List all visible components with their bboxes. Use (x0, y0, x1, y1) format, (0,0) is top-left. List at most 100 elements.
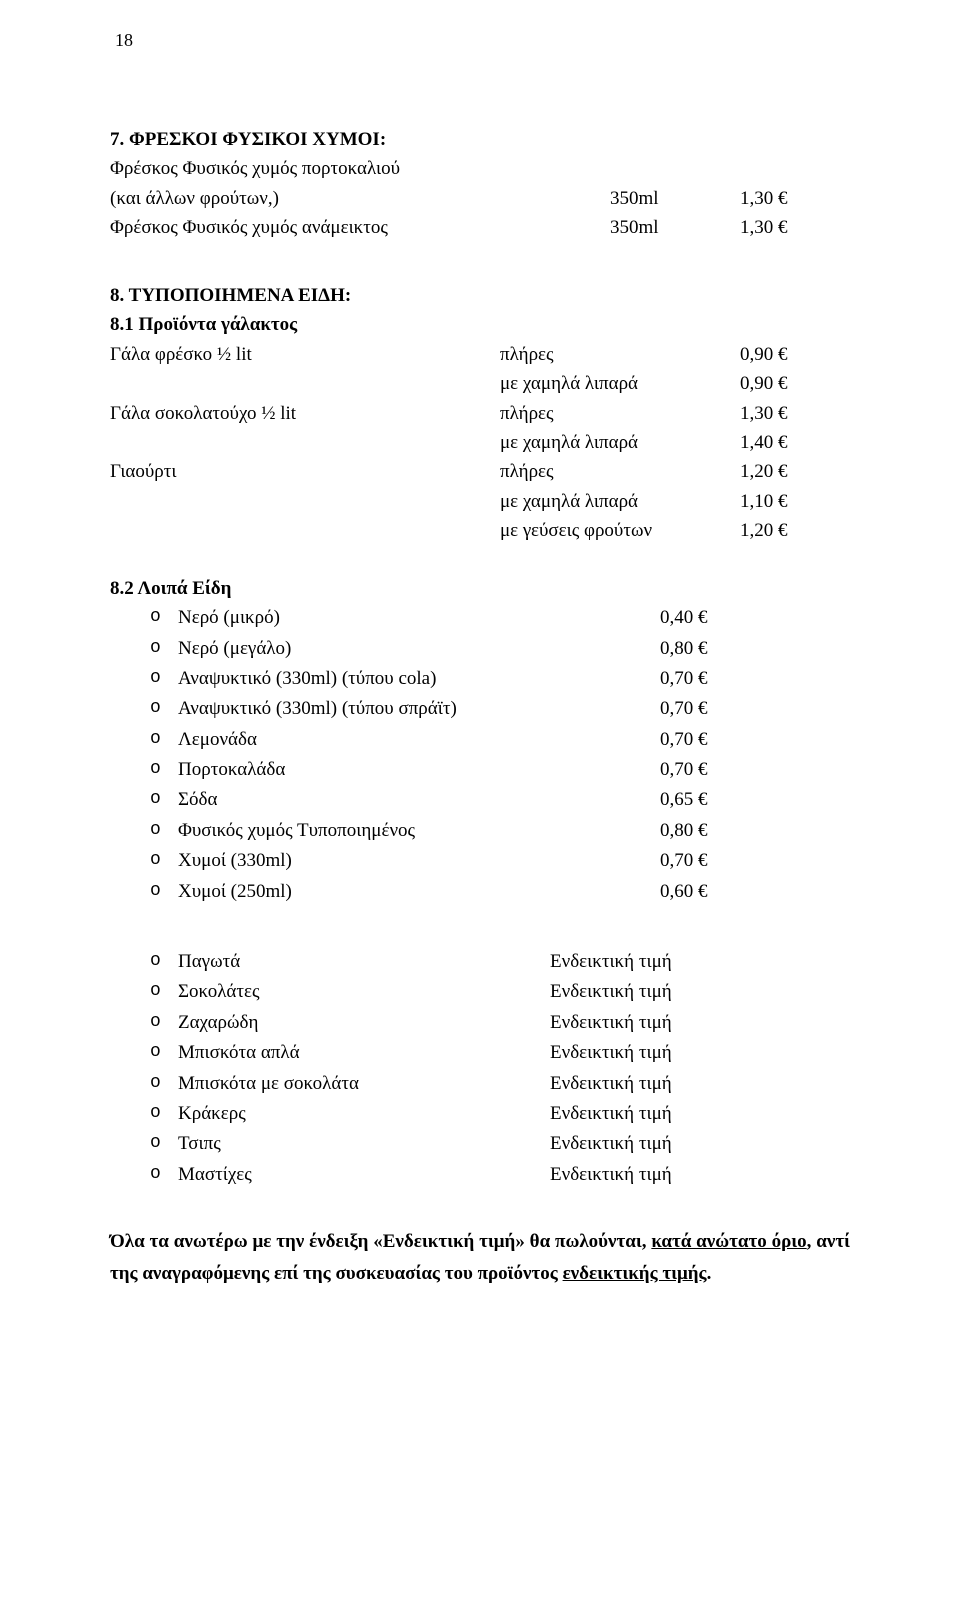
row-juice-orange: (και άλλων φρούτων,) 350ml 1,30 € (110, 184, 850, 213)
milk-fresh-full-price: 0,90 € (740, 340, 850, 369)
item-indicative-label: Ενδεικτική τιμή (550, 947, 850, 977)
list-item: ΖαχαρώδηΕνδεικτική τιμή (150, 1008, 850, 1038)
item-label: Τσιπς (178, 1129, 550, 1159)
section-8-title: 8. ΤΥΠΟΠΟΙΗΜΕΝΑ ΕΙΔΗ: (110, 281, 850, 310)
page-number: 18 (115, 30, 133, 51)
item-label: Πορτοκαλάδα (178, 755, 660, 785)
item-label: Ζαχαρώδη (178, 1008, 550, 1038)
list-item: Πορτοκαλάδα0,70 € (150, 755, 850, 785)
list-item: ΚράκερςΕνδεικτική τιμή (150, 1099, 850, 1129)
list-item: Χυμοί (250ml)0,60 € (150, 877, 850, 907)
item-price: 0,70 € (660, 846, 850, 876)
para-t4: ενδεικτικής τιμής (563, 1263, 707, 1284)
item-indicative-label: Ενδεικτική τιμή (550, 1038, 850, 1068)
list-item: Μπισκότα με σοκολάταΕνδεικτική τιμή (150, 1069, 850, 1099)
item-label: Χυμοί (330ml) (178, 846, 660, 876)
item-label: Νερό (μικρό) (178, 603, 660, 633)
juice-orange-size: 350ml (610, 184, 740, 213)
para-t5: . (707, 1263, 712, 1284)
row-milk-fresh-full: Γάλα φρέσκο ½ lit πλήρες 0,90 € (110, 340, 850, 369)
page-content: 7. ΦΡΕΣΚΟΙ ΦΥΣΙΚΟΙ ΧΥΜΟΙ: Φρέσκος Φυσικό… (110, 125, 850, 1291)
item-price: 0,70 € (660, 725, 850, 755)
item-label: Νερό (μεγάλο) (178, 634, 660, 664)
milk-choco-low: με χαμηλά λιπαρά (500, 428, 740, 457)
milk-choco-low-price: 1,40 € (740, 428, 850, 457)
milk-choco-label: Γάλα σοκολατούχο ½ lit (110, 399, 500, 428)
other-items-list: Νερό (μικρό)0,40 €Νερό (μεγάλο)0,80 €Ανα… (110, 603, 850, 907)
row-milk-choco-low: με χαμηλά λιπαρά 1,40 € (110, 428, 850, 457)
item-label: Κράκερς (178, 1099, 550, 1129)
bottom-paragraph: Όλα τα ανωτέρω με την ένδειξη «Ενδεικτικ… (110, 1226, 850, 1291)
row-yogurt-full: Γιαούρτι πλήρες 1,20 € (110, 457, 850, 486)
section-82-title: 8.2 Λοιπά Είδη (110, 574, 850, 603)
list-item: Φυσικός χυμός Τυποποιημένος0,80 € (150, 816, 850, 846)
item-label: Μπισκότα απλά (178, 1038, 550, 1068)
juice-orange-note: (και άλλων φρούτων,) (110, 184, 610, 213)
section-81-title: 8.1 Προϊόντα γάλακτος (110, 310, 850, 339)
item-label: Σόδα (178, 785, 660, 815)
item-label: Σοκολάτες (178, 977, 550, 1007)
yogurt-fruit-price: 1,20 € (740, 516, 850, 545)
item-indicative-label: Ενδεικτική τιμή (550, 1069, 850, 1099)
row-milk-choco-full: Γάλα σοκολατούχο ½ lit πλήρες 1,30 € (110, 399, 850, 428)
list-item: Χυμοί (330ml)0,70 € (150, 846, 850, 876)
item-label: Μπισκότα με σοκολάτα (178, 1069, 550, 1099)
page: 18 7. ΦΡΕΣΚΟΙ ΦΥΣΙΚΟΙ ΧΥΜΟΙ: Φρέσκος Φυσ… (0, 0, 960, 1619)
item-price: 0,80 € (660, 816, 850, 846)
row-milk-fresh-low: με χαμηλά λιπαρά 0,90 € (110, 369, 850, 398)
item-label: Φυσικός χυμός Τυποποιημένος (178, 816, 660, 846)
item-price: 0,70 € (660, 664, 850, 694)
milk-fresh-full: πλήρες (500, 340, 740, 369)
yogurt-label: Γιαούρτι (110, 457, 500, 486)
item-label: Αναψυκτικό (330ml) (τύπου cola) (178, 664, 660, 694)
item-price: 0,80 € (660, 634, 850, 664)
milk-fresh-label: Γάλα φρέσκο ½ lit (110, 340, 500, 369)
item-label: Χυμοί (250ml) (178, 877, 660, 907)
item-indicative-label: Ενδεικτική τιμή (550, 977, 850, 1007)
item-indicative-label: Ενδεικτική τιμή (550, 1099, 850, 1129)
list-item: Νερό (μικρό)0,40 € (150, 603, 850, 633)
list-item: Νερό (μεγάλο)0,80 € (150, 634, 850, 664)
list-item: ΜαστίχεςΕνδεικτική τιμή (150, 1160, 850, 1190)
item-indicative-label: Ενδεικτική τιμή (550, 1008, 850, 1038)
yogurt-low: με χαμηλά λιπαρά (500, 487, 740, 516)
list-item: Λεμονάδα0,70 € (150, 725, 850, 755)
item-label: Λεμονάδα (178, 725, 660, 755)
item-label: Παγωτά (178, 947, 550, 977)
section-7-title: 7. ΦΡΕΣΚΟΙ ΦΥΣΙΚΟΙ ΧΥΜΟΙ: (110, 125, 850, 154)
item-price: 0,40 € (660, 603, 850, 633)
list-item: ΤσιπςΕνδεικτική τιμή (150, 1129, 850, 1159)
item-price: 0,70 € (660, 755, 850, 785)
list-item: ΣοκολάτεςΕνδεικτική τιμή (150, 977, 850, 1007)
item-price: 0,70 € (660, 694, 850, 724)
juice-orange-price: 1,30 € (740, 184, 850, 213)
list-item: Μπισκότα απλάΕνδεικτική τιμή (150, 1038, 850, 1068)
item-price: 0,60 € (660, 877, 850, 907)
item-indicative-label: Ενδεικτική τιμή (550, 1160, 850, 1190)
juice-mixed-label: Φρέσκος Φυσικός χυμός ανάμεικτος (110, 213, 610, 242)
milk-fresh-low-price: 0,90 € (740, 369, 850, 398)
yogurt-full: πλήρες (500, 457, 740, 486)
item-label: Αναψυκτικό (330ml) (τύπου σπράϊτ) (178, 694, 660, 724)
list-item: Σόδα0,65 € (150, 785, 850, 815)
milk-fresh-low: με χαμηλά λιπαρά (500, 369, 740, 398)
milk-choco-full-price: 1,30 € (740, 399, 850, 428)
row-juice-orange-label: Φρέσκος Φυσικός χυμός πορτοκαλιού (110, 154, 850, 183)
para-t1: Όλα τα ανωτέρω με την ένδειξη «Ενδεικτικ… (110, 1231, 651, 1252)
para-t2: κατά ανώτατο όριο (651, 1231, 806, 1252)
juice-mixed-price: 1,30 € (740, 213, 850, 242)
indicative-items-list: ΠαγωτάΕνδεικτική τιμήΣοκολάτεςΕνδεικτική… (110, 947, 850, 1190)
row-yogurt-fruit: με γεύσεις φρούτων 1,20 € (110, 516, 850, 545)
item-label: Μαστίχες (178, 1160, 550, 1190)
juice-mixed-size: 350ml (610, 213, 740, 242)
item-indicative-label: Ενδεικτική τιμή (550, 1129, 850, 1159)
row-juice-mixed: Φρέσκος Φυσικός χυμός ανάμεικτος 350ml 1… (110, 213, 850, 242)
milk-choco-full: πλήρες (500, 399, 740, 428)
list-item: ΠαγωτάΕνδεικτική τιμή (150, 947, 850, 977)
item-price: 0,65 € (660, 785, 850, 815)
list-item: Αναψυκτικό (330ml) (τύπου cola)0,70 € (150, 664, 850, 694)
yogurt-low-price: 1,10 € (740, 487, 850, 516)
list-item: Αναψυκτικό (330ml) (τύπου σπράϊτ)0,70 € (150, 694, 850, 724)
row-yogurt-low: με χαμηλά λιπαρά 1,10 € (110, 487, 850, 516)
yogurt-fruit: με γεύσεις φρούτων (500, 516, 740, 545)
